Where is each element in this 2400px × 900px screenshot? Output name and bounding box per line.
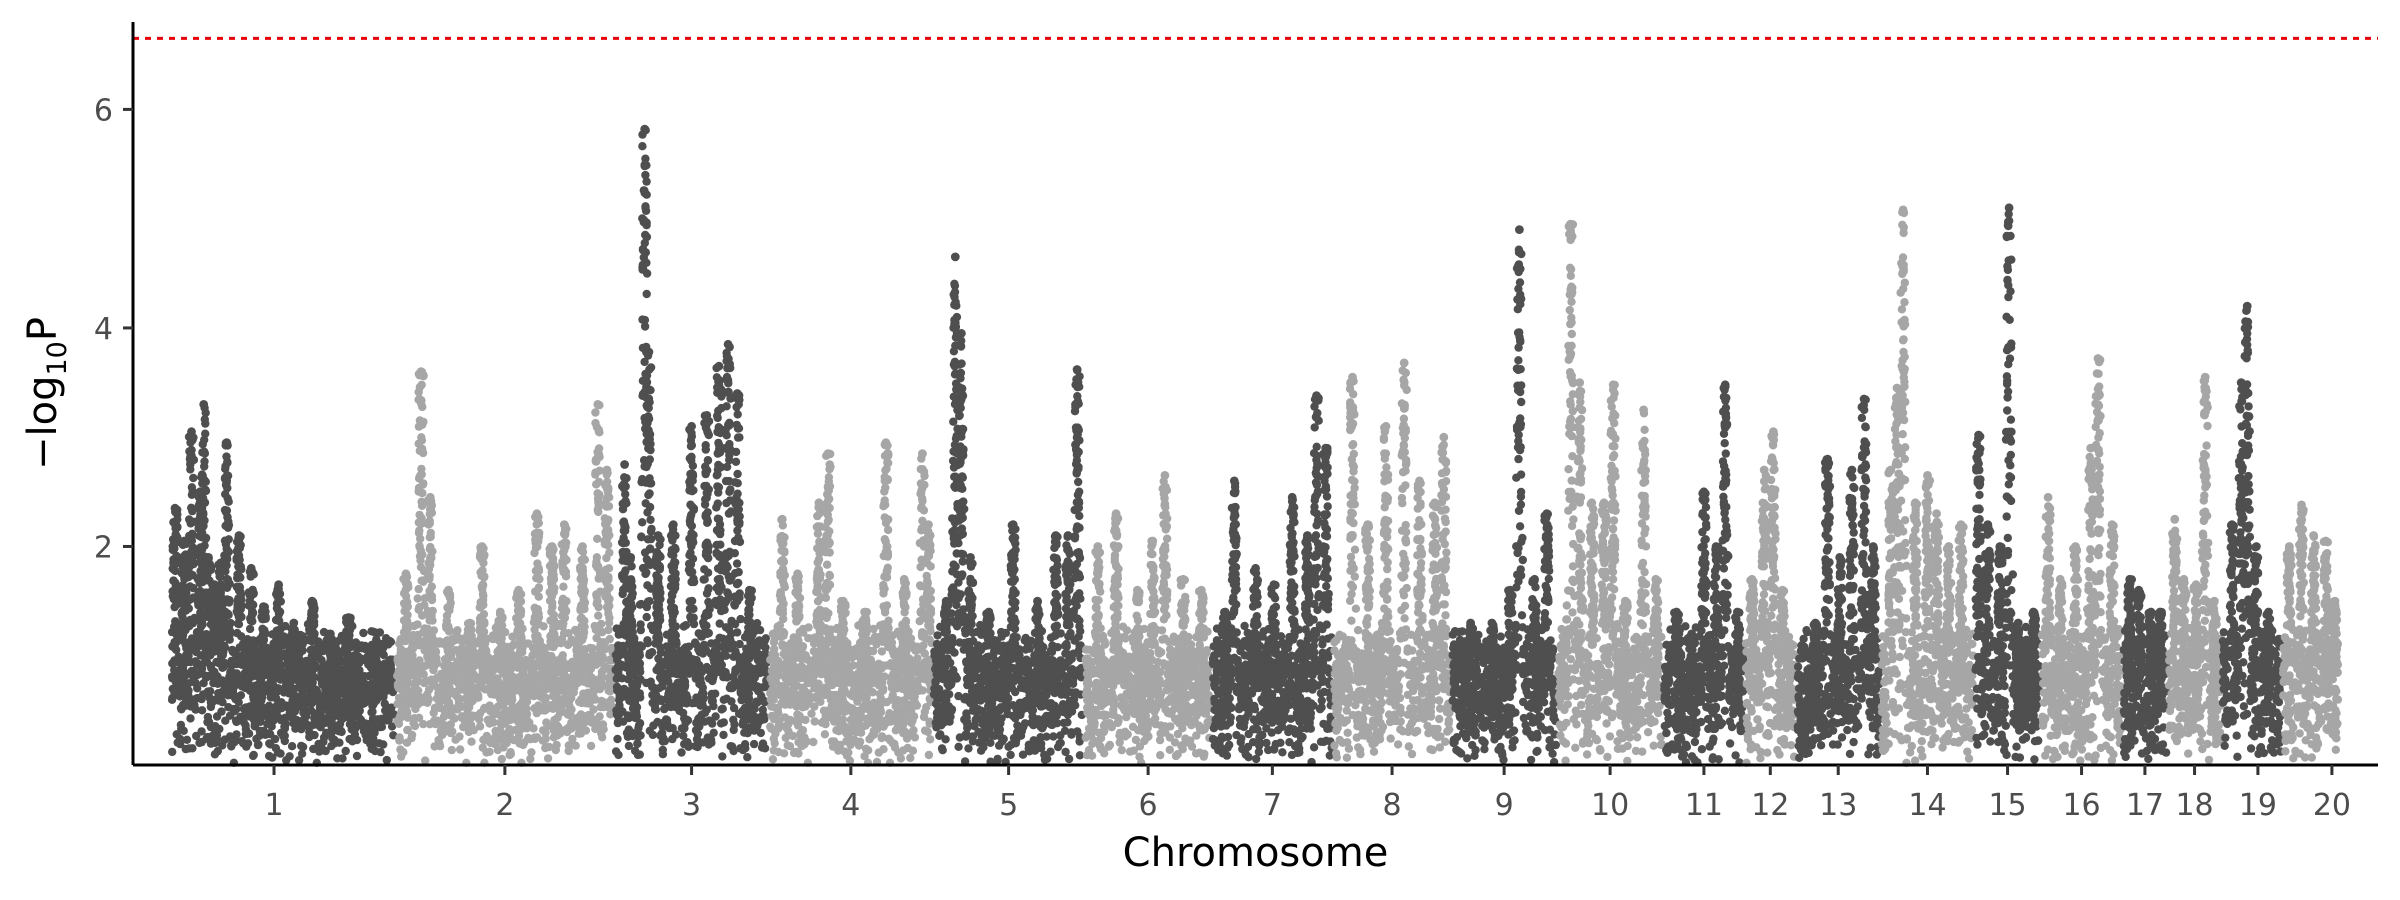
x-tick-label-chr-6: 6 [1139, 788, 1158, 823]
chromosome-9-points [1448, 225, 1561, 767]
chromosome-7-points [1208, 391, 1336, 767]
y-tick-label: 2 [94, 530, 113, 565]
chromosome-12-points [1741, 427, 1799, 767]
chromosome-11-points [1660, 380, 1748, 767]
x-tick-label-chr-1: 1 [264, 788, 283, 823]
chromosome-20-points [2279, 500, 2343, 763]
chromosome-3-points [611, 124, 772, 762]
chromosome-8-points [1330, 358, 1455, 762]
chromosome-6-points [1081, 471, 1215, 767]
y-axis-title-prefix: −log [20, 375, 66, 470]
x-tick-label-chr-18: 18 [2175, 788, 2213, 823]
x-tick-label-chr-12: 12 [1751, 788, 1789, 823]
chromosome-14-points [1877, 205, 1978, 767]
chromosome-5-points [929, 252, 1087, 767]
x-tick-label-chr-4: 4 [841, 788, 860, 823]
data-points [167, 124, 2343, 767]
x-tick-label-chr-3: 3 [682, 788, 701, 823]
chromosome-17-points [2119, 574, 2171, 764]
y-axis-title-suffix: P [20, 317, 66, 341]
x-tick-label-chr-2: 2 [495, 788, 514, 823]
y-axis-title-subscript: 10 [42, 341, 73, 375]
x-axis-ticks: 1 2 3 4 5 6 7 8 9 10 11 12 13 14 15 16 17 18 19 20 [264, 765, 2351, 823]
chromosome-16-points [2037, 354, 2126, 765]
chromosome-2-points [393, 367, 618, 767]
chromosome-10-points [1554, 219, 1666, 766]
chromosome-15-points [1971, 203, 2044, 764]
x-tick-label-chr-20: 20 [2313, 788, 2351, 823]
y-tick-label: 4 [94, 312, 113, 347]
y-axis-ticks: 2 4 6 [94, 93, 133, 565]
x-tick-label-chr-14: 14 [1908, 788, 1946, 823]
chromosome-19-points [2218, 301, 2285, 761]
x-tick-label-chr-8: 8 [1383, 788, 1402, 823]
x-tick-label-chr-19: 19 [2239, 788, 2277, 823]
chromosome-1-points [167, 400, 399, 767]
chromosome-13-points [1793, 394, 1884, 762]
y-axis-title: −log10P [20, 317, 73, 470]
y-tick-label: 6 [94, 93, 113, 128]
x-axis-title: Chromosome [1123, 830, 1389, 876]
x-tick-label-chr-5: 5 [999, 788, 1018, 823]
x-tick-label-chr-10: 10 [1591, 788, 1629, 823]
chromosome-18-points [2164, 372, 2225, 765]
x-tick-label-chr-16: 16 [2062, 788, 2100, 823]
x-tick-label-chr-9: 9 [1495, 788, 1514, 823]
x-tick-label-chr-13: 13 [1819, 788, 1857, 823]
x-tick-label-chr-17: 17 [2126, 788, 2164, 823]
chromosome-4-points [766, 438, 936, 767]
x-tick-label-chr-11: 11 [1685, 788, 1723, 823]
x-tick-label-chr-15: 15 [1988, 788, 2026, 823]
x-tick-label-chr-7: 7 [1263, 788, 1282, 823]
